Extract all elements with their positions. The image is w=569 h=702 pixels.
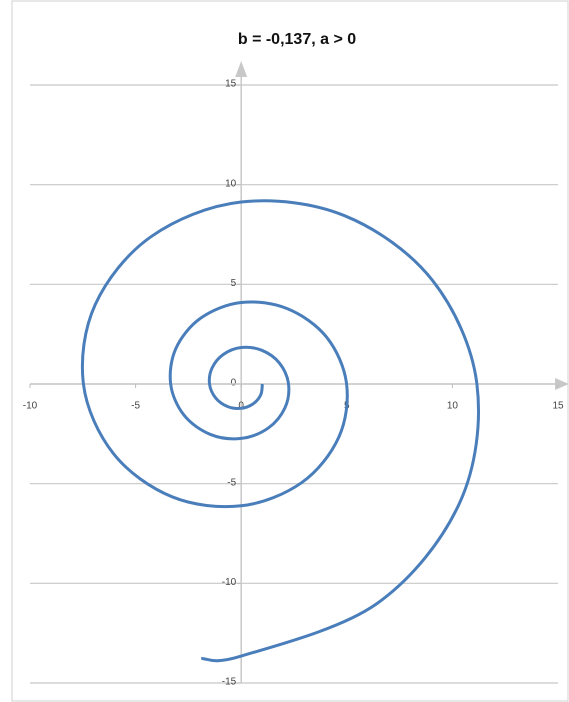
spiral-line [80, 199, 480, 663]
y-tick-label: 0 [231, 378, 237, 389]
x-tick-label: 0 [238, 401, 244, 412]
y-tick-label: -15 [222, 677, 237, 688]
chart-title: b = -0,137, a > 0 [238, 31, 356, 48]
y-tick-label: 10 [225, 178, 237, 189]
chart-frame [11, 0, 569, 702]
marks [80, 199, 480, 663]
y-axis-arrow [235, 61, 248, 77]
x-tick-label: 10 [447, 401, 459, 412]
y-tick-label: 5 [231, 278, 237, 289]
y-tick-label: -10 [222, 577, 237, 588]
y-tick-label: 15 [225, 79, 237, 90]
x-tick-label: -10 [23, 401, 38, 412]
x-tick-label: 15 [552, 401, 564, 412]
y-tick-label: -5 [227, 477, 236, 488]
x-tick-label: -5 [131, 401, 140, 412]
